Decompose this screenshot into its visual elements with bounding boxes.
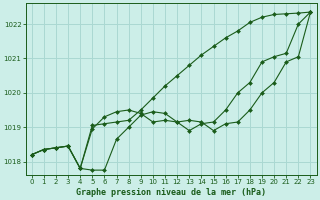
X-axis label: Graphe pression niveau de la mer (hPa): Graphe pression niveau de la mer (hPa) [76,188,266,197]
